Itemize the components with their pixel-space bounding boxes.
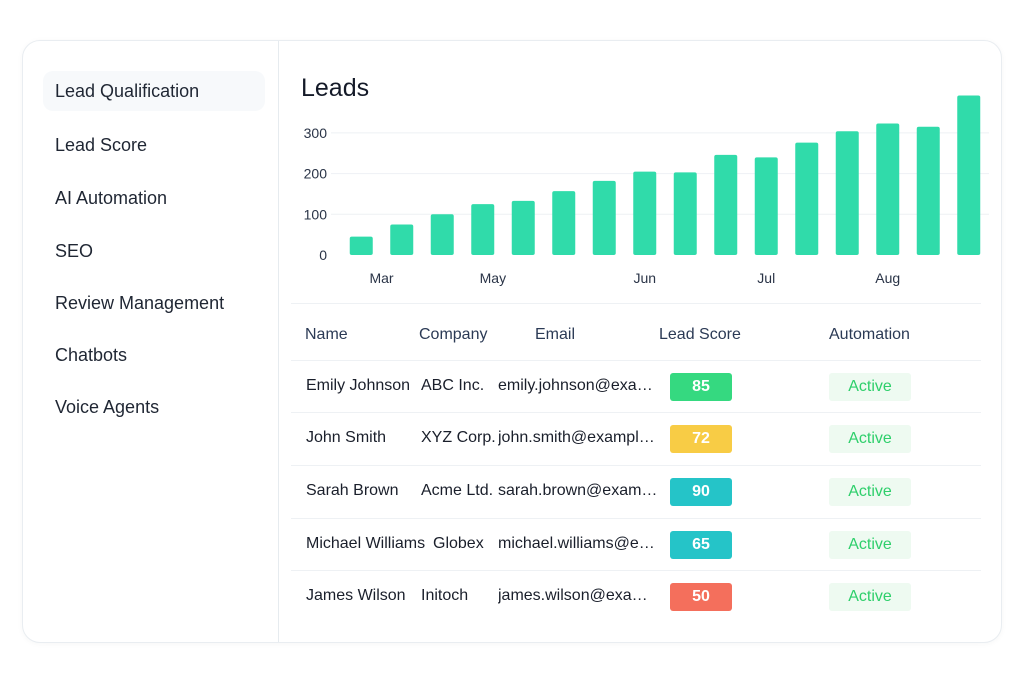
leads-bar-chart: 0 100 200 300 Mar May Jun Jul Aug xyxy=(304,95,989,286)
sidebar-item-label: Voice Agents xyxy=(55,396,160,417)
y-tick-label: 0 xyxy=(319,247,327,263)
sidebar-item-label: Review Management xyxy=(55,292,225,313)
x-tick-label: Jul xyxy=(757,270,775,286)
lead-name: John Smith xyxy=(306,429,387,446)
column-header-automation[interactable]: Automation xyxy=(829,326,910,343)
sidebar-item-label: Lead Qualification xyxy=(55,80,200,101)
lead-name: Sarah Brown xyxy=(306,482,399,499)
sidebar-item-review-management[interactable]: Review Management xyxy=(43,283,265,323)
automation-status-badge[interactable]: Active xyxy=(829,373,911,401)
table-row[interactable]: Sarah Brown Acme Ltd. sarah.brown@exampl… xyxy=(291,465,981,517)
chart-bar[interactable] xyxy=(471,204,495,255)
chart-bar[interactable] xyxy=(795,142,819,255)
divider xyxy=(291,303,981,304)
sidebar-item-voice-agents[interactable]: Voice Agents xyxy=(43,387,265,427)
sidebar-item-label: Lead Score xyxy=(55,134,148,155)
chart-bar[interactable] xyxy=(349,236,373,255)
y-tick-label: 200 xyxy=(304,166,328,182)
main-panel: Leads 0 100 200 300 Mar May Jun Jul Aug Name Com… xyxy=(279,41,1001,642)
lead-score-badge: 90 xyxy=(670,478,732,506)
lead-email[interactable]: james.wilson@example.com xyxy=(498,587,658,604)
lead-email[interactable]: sarah.brown@example.com xyxy=(498,482,658,499)
y-tick-label: 100 xyxy=(304,206,328,222)
lead-company: ABC Inc. xyxy=(421,377,485,394)
chart-bar[interactable] xyxy=(552,191,576,255)
lead-company: Acme Ltd. xyxy=(421,482,494,499)
chart-bar[interactable] xyxy=(430,214,454,255)
column-header-email[interactable]: Email xyxy=(535,326,576,343)
lead-name: James Wilson xyxy=(306,587,406,604)
sidebar-item-label: AI Automation xyxy=(55,187,168,208)
lead-score-badge: 72 xyxy=(670,425,732,453)
sidebar-item-label: Chatbots xyxy=(55,344,128,365)
chart-bar[interactable] xyxy=(957,95,981,256)
dashboard-card: Lead Qualification Lead Score AI Automat… xyxy=(22,40,1002,643)
lead-email[interactable]: john.smith@example.com xyxy=(498,429,658,446)
automation-status-badge[interactable]: Active xyxy=(829,425,911,453)
chart-bar[interactable] xyxy=(754,157,778,255)
table-row[interactable]: Michael Williams Globex michael.williams… xyxy=(291,518,981,570)
column-header-company[interactable]: Company xyxy=(419,326,488,343)
sidebar-item-label: SEO xyxy=(55,240,94,261)
sidebar-item-ai-automation[interactable]: AI Automation xyxy=(43,178,265,218)
table-row[interactable]: James Wilson Initoch james.wilson@exampl… xyxy=(291,570,981,622)
lead-company: Globex xyxy=(433,535,484,552)
column-header-lead-score[interactable]: Lead Score xyxy=(659,326,741,343)
lead-company: XYZ Corp. xyxy=(421,429,496,446)
lead-email[interactable]: emily.johnson@example.com xyxy=(498,377,658,394)
table-row[interactable]: John Smith XYZ Corp. john.smith@example.… xyxy=(291,412,981,464)
page-title: Leads xyxy=(301,74,370,102)
chart-bar[interactable] xyxy=(511,200,535,255)
sidebar-item-lead-qualification[interactable]: Lead Qualification xyxy=(43,71,265,111)
column-header-name[interactable]: Name xyxy=(305,326,348,343)
table-row[interactable]: Emily Johnson ABC Inc. emily.johnson@exa… xyxy=(291,360,981,412)
sidebar-item-seo[interactable]: SEO xyxy=(43,231,265,271)
chart-bar[interactable] xyxy=(714,154,738,255)
lead-company: Initoch xyxy=(421,587,469,604)
lead-score-badge: 85 xyxy=(670,373,732,401)
chart-bar[interactable] xyxy=(633,171,657,255)
lead-score-badge: 50 xyxy=(670,583,732,611)
automation-status-badge[interactable]: Active xyxy=(829,478,911,506)
y-tick-label: 300 xyxy=(304,125,328,141)
x-tick-label: Aug xyxy=(875,270,900,286)
automation-status-badge[interactable]: Active xyxy=(829,531,911,559)
lead-name: Emily Johnson xyxy=(306,377,411,394)
chart-bar[interactable] xyxy=(673,172,697,255)
lead-email[interactable]: michael.williams@example.com xyxy=(498,535,658,552)
x-tick-label: May xyxy=(480,270,506,286)
x-tick-label: Jun xyxy=(633,270,656,286)
chart-bar[interactable] xyxy=(390,224,414,255)
chart-bar[interactable] xyxy=(876,123,900,255)
lead-score-badge: 65 xyxy=(670,531,732,559)
x-tick-label: Mar xyxy=(369,270,393,286)
automation-status-badge[interactable]: Active xyxy=(829,583,911,611)
sidebar: Lead Qualification Lead Score AI Automat… xyxy=(23,41,279,642)
lead-name: Michael Williams xyxy=(306,535,426,552)
chart-bar[interactable] xyxy=(835,131,859,255)
chart-bar[interactable] xyxy=(916,126,940,255)
sidebar-item-lead-score[interactable]: Lead Score xyxy=(43,125,265,165)
sidebar-item-chatbots[interactable]: Chatbots xyxy=(43,335,265,375)
chart-bar[interactable] xyxy=(592,180,616,255)
